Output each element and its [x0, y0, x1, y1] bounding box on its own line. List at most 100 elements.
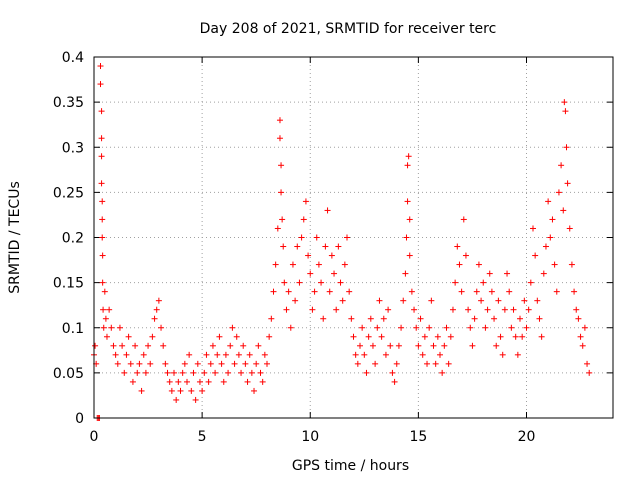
data-point	[298, 234, 305, 241]
data-point	[127, 360, 134, 367]
data-point	[99, 198, 106, 205]
y-tick-label: 0.25	[53, 185, 84, 201]
data-point	[560, 207, 567, 214]
data-point	[257, 369, 264, 376]
data-point	[110, 342, 117, 349]
data-point	[458, 288, 465, 295]
data-point	[361, 351, 368, 358]
data-point	[395, 342, 402, 349]
data-point	[272, 261, 279, 268]
x-tick-label: 0	[90, 429, 99, 445]
data-point	[584, 360, 591, 367]
data-point	[521, 297, 528, 304]
data-point	[155, 297, 162, 304]
data-point	[218, 360, 225, 367]
data-point	[417, 315, 424, 322]
data-point	[506, 288, 513, 295]
data-point	[344, 234, 351, 241]
data-point	[577, 333, 584, 340]
data-point	[393, 360, 400, 367]
data-point	[149, 333, 156, 340]
data-point	[183, 378, 190, 385]
data-point	[255, 342, 262, 349]
data-point	[376, 297, 383, 304]
data-point	[99, 252, 106, 259]
data-point	[222, 351, 229, 358]
data-point	[240, 342, 247, 349]
data-point	[350, 333, 357, 340]
data-point	[469, 342, 476, 349]
data-point	[356, 342, 363, 349]
data-point	[233, 333, 240, 340]
data-point	[168, 387, 175, 394]
data-point	[98, 153, 105, 160]
data-point	[276, 117, 283, 124]
data-point	[367, 315, 374, 322]
data-point	[220, 378, 227, 385]
data-point	[508, 324, 515, 331]
data-point	[424, 360, 431, 367]
data-point	[99, 234, 106, 241]
data-point	[456, 261, 463, 268]
data-point	[164, 369, 171, 376]
x-tick-label: 10	[301, 429, 319, 445]
data-point	[129, 378, 136, 385]
data-point	[207, 360, 214, 367]
data-point	[465, 306, 472, 313]
data-point	[437, 351, 443, 358]
data-points	[91, 63, 593, 421]
y-tick-label: 0.2	[62, 231, 84, 247]
data-point	[462, 252, 469, 259]
data-point	[203, 351, 210, 358]
data-point	[391, 378, 398, 385]
chart-title: Day 208 of 2021, SRMTID for receiver ter…	[200, 21, 497, 37]
data-point	[253, 360, 260, 367]
data-point	[354, 360, 361, 367]
data-point	[549, 216, 556, 223]
data-point	[542, 243, 549, 250]
data-point	[225, 369, 232, 376]
data-point	[501, 306, 508, 313]
data-point	[339, 297, 346, 304]
data-point	[142, 369, 149, 376]
data-point	[478, 297, 485, 304]
data-point	[188, 387, 195, 394]
data-point	[421, 333, 428, 340]
data-point	[238, 369, 245, 376]
y-tick-label: 0.3	[62, 140, 84, 156]
data-point	[177, 387, 184, 394]
data-point	[380, 315, 387, 322]
data-point	[322, 243, 329, 250]
data-point	[504, 270, 511, 277]
data-point	[289, 261, 296, 268]
data-point	[400, 297, 407, 304]
data-point	[313, 234, 320, 241]
data-point	[242, 360, 249, 367]
data-point	[532, 252, 539, 259]
data-point	[428, 297, 435, 304]
x-tick-label: 15	[409, 429, 427, 445]
data-point	[145, 342, 152, 349]
data-point	[408, 288, 415, 295]
data-point	[181, 360, 188, 367]
data-point	[348, 315, 355, 322]
data-point	[281, 279, 288, 286]
data-point	[419, 351, 426, 358]
data-point	[244, 378, 251, 385]
data-point	[227, 342, 234, 349]
data-point	[171, 369, 178, 376]
data-point	[443, 324, 450, 331]
data-point	[205, 378, 212, 385]
data-point	[460, 216, 467, 223]
data-point	[92, 342, 99, 349]
data-point	[385, 306, 392, 313]
data-point	[307, 270, 314, 277]
data-point	[430, 342, 437, 349]
data-point	[279, 216, 286, 223]
data-point	[337, 279, 344, 286]
y-tick-label: 0.4	[62, 50, 84, 66]
data-point	[471, 315, 478, 322]
data-point	[158, 324, 165, 331]
data-point	[534, 297, 541, 304]
data-point	[331, 270, 338, 277]
